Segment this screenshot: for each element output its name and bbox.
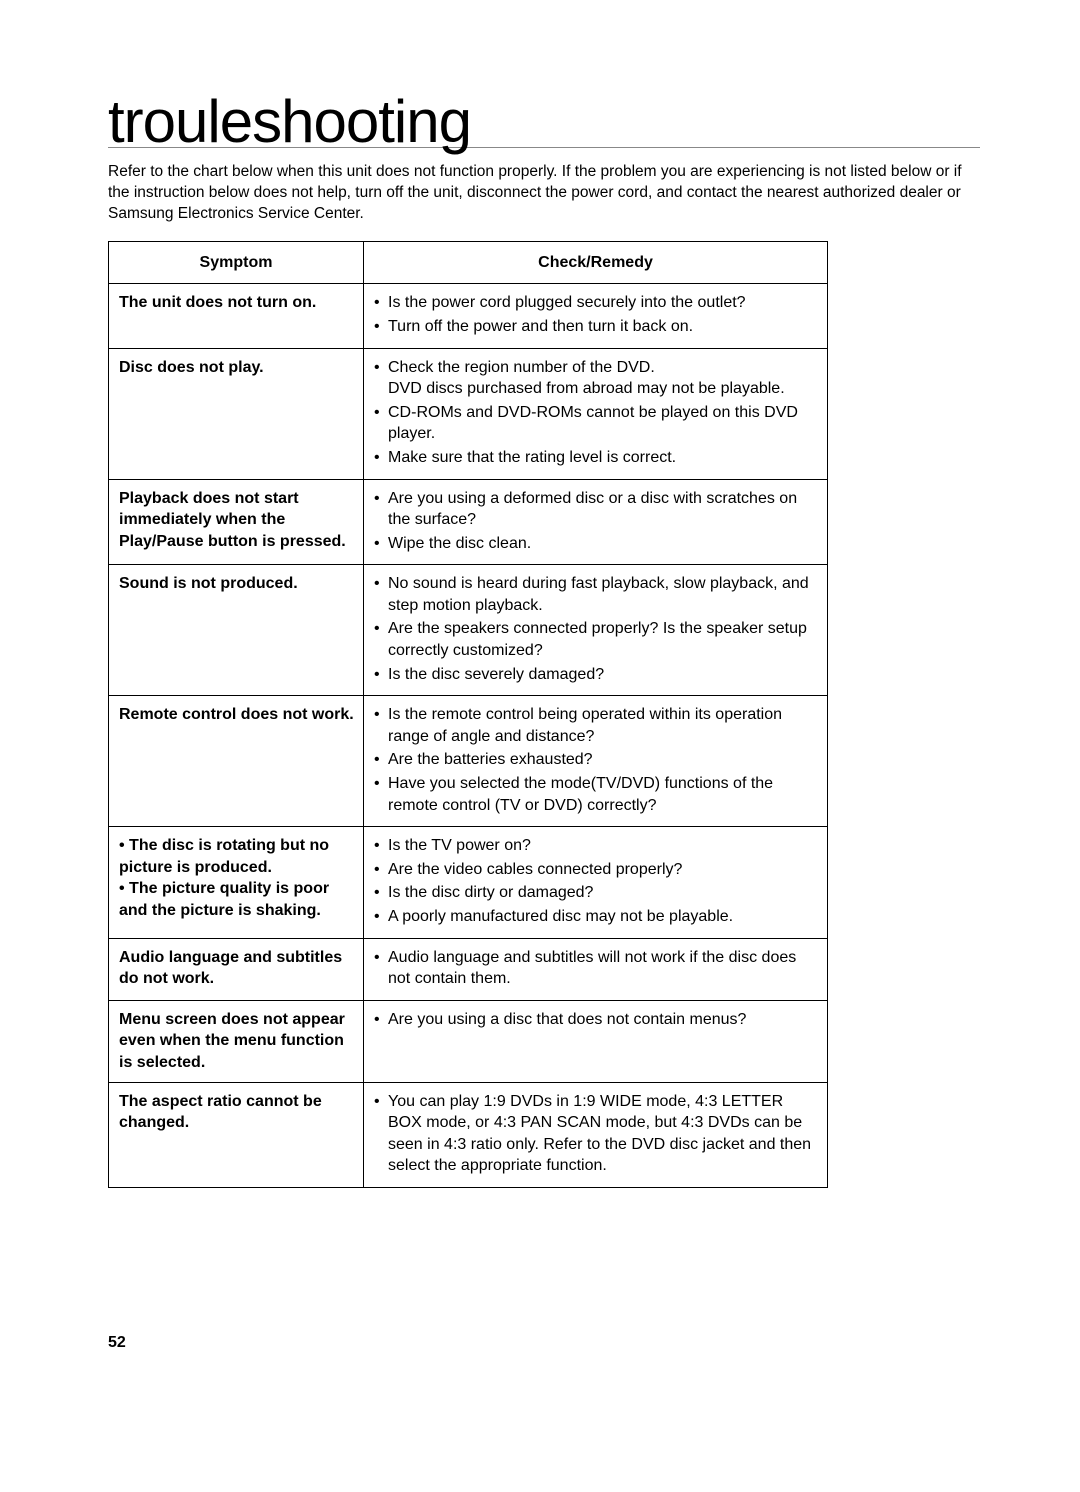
check-cell: Is the TV power on?Are the video cables … xyxy=(364,827,828,938)
table-header: Symptom Check/Remedy xyxy=(109,241,828,284)
symptom-cell: The unit does not turn on. xyxy=(109,284,364,348)
check-item: Audio language and subtitles will not wo… xyxy=(374,947,817,990)
check-list: Are you using a deformed disc or a disc … xyxy=(374,488,817,555)
header-symptom: Symptom xyxy=(109,241,364,284)
check-list: Check the region number of the DVD. DVD … xyxy=(374,357,817,469)
table-row: Disc does not play.Check the region numb… xyxy=(109,348,828,479)
check-list: Is the remote control being operated wit… xyxy=(374,704,817,816)
check-item: Check the region number of the DVD. DVD … xyxy=(374,357,817,400)
check-item: Are the batteries exhausted? xyxy=(374,749,817,771)
check-item: Wipe the disc clean. xyxy=(374,533,817,555)
check-list: No sound is heard during fast playback, … xyxy=(374,573,817,685)
check-item: Is the remote control being operated wit… xyxy=(374,704,817,747)
symptom-cell: Disc does not play. xyxy=(109,348,364,479)
check-item: A poorly manufactured disc may not be pl… xyxy=(374,906,817,928)
table-row: Remote control does not work.Is the remo… xyxy=(109,696,828,827)
intro-paragraph: Refer to the chart below when this unit … xyxy=(108,162,980,225)
check-list: Is the TV power on?Are the video cables … xyxy=(374,835,817,927)
check-cell: Is the remote control being operated wit… xyxy=(364,696,828,827)
table-row: Audio language and subtitles do not work… xyxy=(109,938,828,1000)
check-cell: Check the region number of the DVD. DVD … xyxy=(364,348,828,479)
symptom-cell: Remote control does not work. xyxy=(109,696,364,827)
check-cell: You can play 1:9 DVDs in 1:9 WIDE mode, … xyxy=(364,1082,828,1187)
check-list: You can play 1:9 DVDs in 1:9 WIDE mode, … xyxy=(374,1091,817,1177)
table-body: The unit does not turn on. Is the power c… xyxy=(109,284,828,1188)
check-cell: No sound is heard during fast playback, … xyxy=(364,565,828,696)
check-cell: Is the power cord plugged securely into … xyxy=(364,284,828,348)
check-list: Audio language and subtitles will not wo… xyxy=(374,947,817,990)
symptom-cell: • The disc is rotating but no picture is… xyxy=(109,827,364,938)
symptom-cell: Sound is not produced. xyxy=(109,565,364,696)
header-check: Check/Remedy xyxy=(364,241,828,284)
check-item: Make sure that the rating level is corre… xyxy=(374,447,817,469)
table-row: Sound is not produced.No sound is heard … xyxy=(109,565,828,696)
check-item: Is the disc dirty or damaged? xyxy=(374,882,817,904)
symptom-cell: Playback does not start immediately when… xyxy=(109,479,364,565)
table-row: The unit does not turn on. Is the power c… xyxy=(109,284,828,348)
check-item: Are you using a disc that does not conta… xyxy=(374,1009,817,1031)
check-item: CD-ROMs and DVD-ROMs cannot be played on… xyxy=(374,402,817,445)
table-row: Playback does not start immediately when… xyxy=(109,479,828,565)
check-item: No sound is heard during fast playback, … xyxy=(374,573,817,616)
check-item: Is the power cord plugged securely into … xyxy=(374,292,817,314)
symptom-cell: Menu screen does not appear even when th… xyxy=(109,1000,364,1082)
check-cell: Are you using a deformed disc or a disc … xyxy=(364,479,828,565)
table-row: The aspect ratio cannot be changed.You c… xyxy=(109,1082,828,1187)
check-item: Have you selected the mode(TV/DVD) funct… xyxy=(374,773,817,816)
check-item: Is the TV power on? xyxy=(374,835,817,857)
check-item: Turn off the power and then turn it back… xyxy=(374,316,817,338)
troubleshooting-table: Symptom Check/Remedy The unit does not t… xyxy=(108,241,828,1188)
symptom-cell: Audio language and subtitles do not work… xyxy=(109,938,364,1000)
check-cell: Audio language and subtitles will not wo… xyxy=(364,938,828,1000)
check-item: You can play 1:9 DVDs in 1:9 WIDE mode, … xyxy=(374,1091,817,1177)
check-item: Are the video cables connected properly? xyxy=(374,859,817,881)
check-item: Is the disc severely damaged? xyxy=(374,664,817,686)
check-list: Is the power cord plugged securely into … xyxy=(374,292,817,337)
table-row: Menu screen does not appear even when th… xyxy=(109,1000,828,1082)
document-page: trouleshooting Refer to the chart below … xyxy=(0,0,1080,1492)
check-item: Are you using a deformed disc or a disc … xyxy=(374,488,817,531)
title-rule: trouleshooting xyxy=(108,90,980,148)
page-number: 52 xyxy=(108,1334,126,1352)
symptom-cell: The aspect ratio cannot be changed. xyxy=(109,1082,364,1187)
check-list: Are you using a disc that does not conta… xyxy=(374,1009,817,1031)
check-cell: Are you using a disc that does not conta… xyxy=(364,1000,828,1082)
table-row: • The disc is rotating but no picture is… xyxy=(109,827,828,938)
page-title: trouleshooting xyxy=(108,90,980,153)
check-item: Are the speakers connected properly? Is … xyxy=(374,618,817,661)
